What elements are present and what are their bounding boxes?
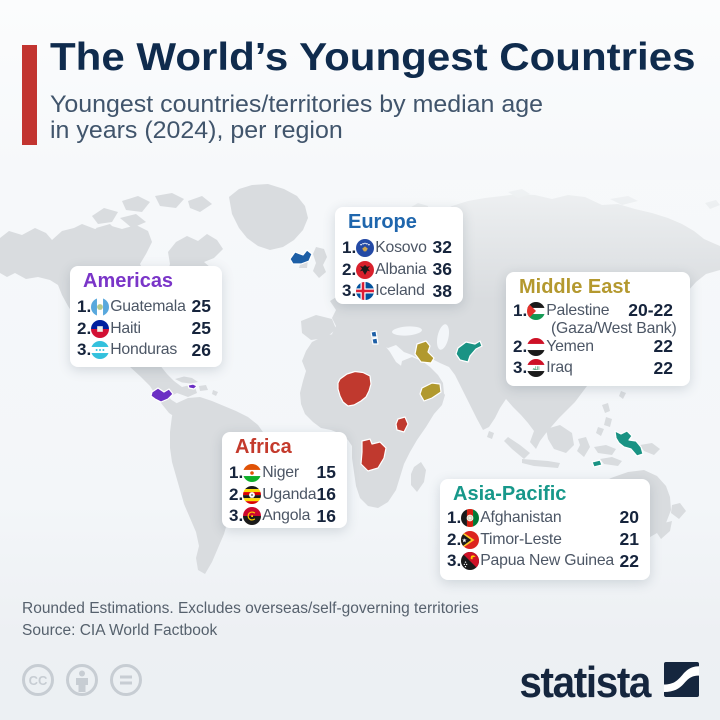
svg-text:الله: الله [533,367,540,373]
svg-text:CC: CC [29,673,48,688]
